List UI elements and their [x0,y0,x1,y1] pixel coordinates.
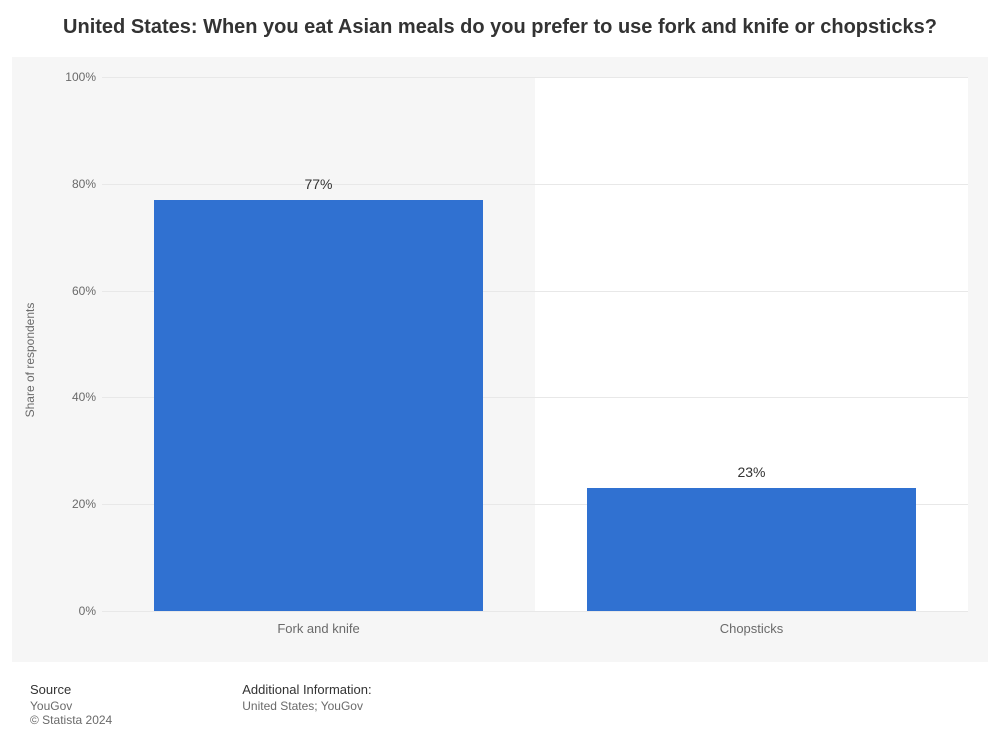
info-heading: Additional Information: [242,682,371,697]
y-axis-label: Share of respondents [23,302,37,417]
y-tick-label: 60% [56,284,96,298]
grid-line [102,611,968,612]
y-tick-label: 40% [56,390,96,404]
plot-area: 0%20%40%60%80%100%77%Fork and knife23%Ch… [102,77,968,612]
source-block: Source YouGov © Statista 2024 [30,682,112,727]
info-line: United States; YouGov [242,699,371,713]
bars-group: 77%Fork and knife23%Chopsticks [102,77,968,611]
x-tick-label: Chopsticks [720,621,784,636]
y-tick-label: 100% [56,70,96,84]
bar-slot: 23%Chopsticks [535,77,968,611]
y-tick-label: 20% [56,497,96,511]
source-line: © Statista 2024 [30,713,112,727]
x-tick-label: Fork and knife [277,621,359,636]
y-tick-label: 80% [56,177,96,191]
bar-slot: 77%Fork and knife [102,77,535,611]
source-heading: Source [30,682,112,697]
bar [154,200,483,611]
y-tick-label: 0% [56,604,96,618]
bar [587,488,916,611]
info-block: Additional Information: United States; Y… [242,682,371,727]
source-line: YouGov [30,699,112,713]
chart-title: United States: When you eat Asian meals … [0,0,1000,49]
chart-area: Share of respondents 0% 20% 40% 60% 80% 100% 7… [12,57,988,662]
bar-value-label: 77% [304,176,332,192]
bar-value-label: 23% [737,464,765,480]
chart-container: United States: When you eat Asian meals … [0,0,1000,743]
chart-footer: Source YouGov © Statista 2024 Additional… [0,662,1000,743]
